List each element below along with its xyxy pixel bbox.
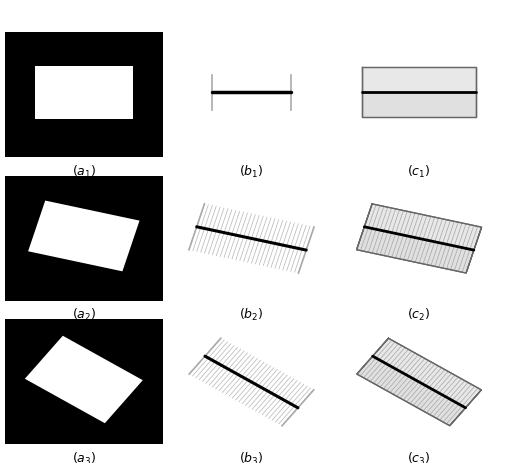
Polygon shape	[35, 66, 133, 119]
Polygon shape	[357, 204, 372, 250]
Polygon shape	[357, 227, 474, 273]
Text: $(c_3)$: $(c_3)$	[407, 451, 431, 463]
Polygon shape	[450, 390, 482, 425]
Text: $(b_1)$: $(b_1)$	[239, 163, 264, 180]
Polygon shape	[28, 200, 140, 271]
Text: $(a_2)$: $(a_2)$	[72, 307, 96, 323]
Polygon shape	[364, 204, 482, 250]
Text: $(c_2)$: $(c_2)$	[407, 307, 431, 323]
Text: $(b_3)$: $(b_3)$	[239, 451, 264, 463]
Polygon shape	[362, 93, 476, 118]
Text: $(a_1)$: $(a_1)$	[72, 163, 96, 180]
Text: $(c_1)$: $(c_1)$	[407, 163, 431, 180]
Polygon shape	[466, 227, 482, 273]
Polygon shape	[373, 338, 482, 408]
Text: $(a_3)$: $(a_3)$	[72, 451, 96, 463]
Polygon shape	[362, 68, 476, 93]
Polygon shape	[357, 338, 389, 374]
Polygon shape	[25, 336, 143, 423]
Text: $(b_2)$: $(b_2)$	[239, 307, 264, 323]
Polygon shape	[357, 356, 465, 425]
